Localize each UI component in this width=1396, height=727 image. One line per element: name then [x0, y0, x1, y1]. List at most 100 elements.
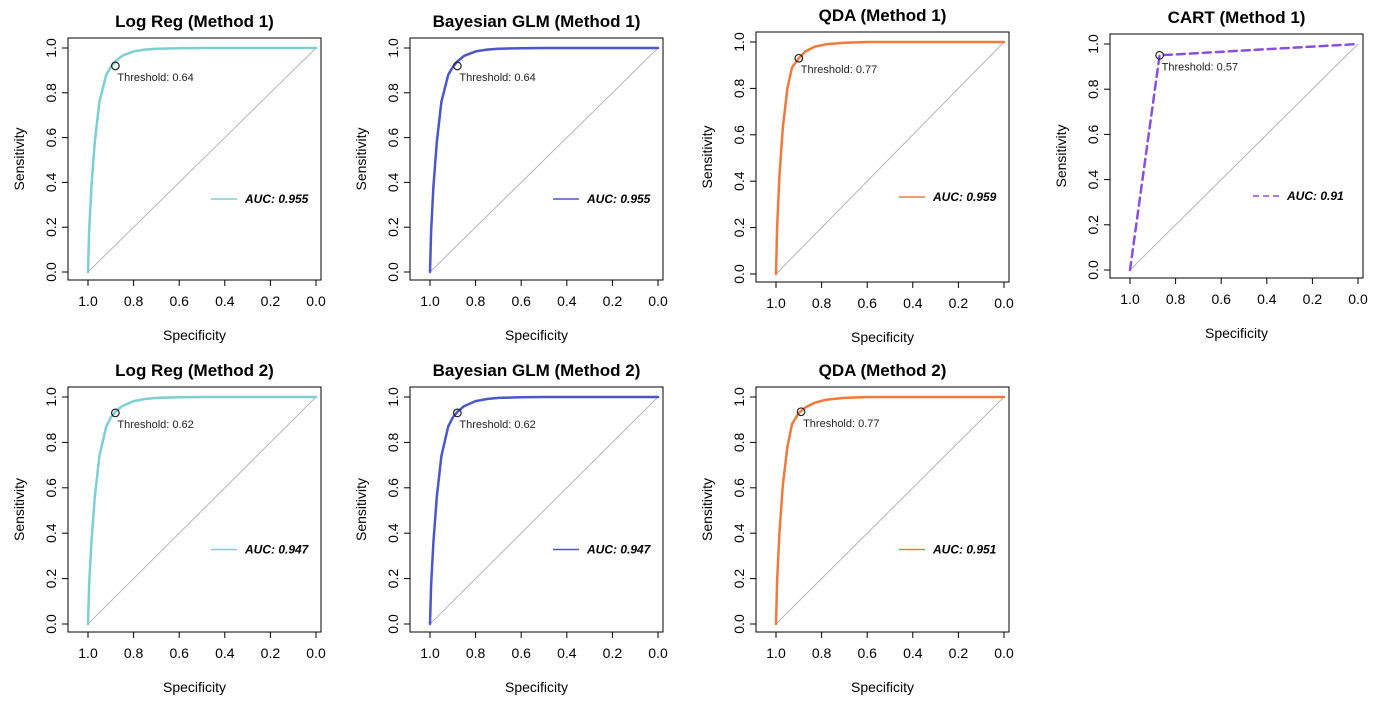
y-tick-label: 0.8	[731, 432, 747, 452]
x-tick-label: 1.0	[78, 645, 98, 661]
x-tick-label: 0.8	[812, 645, 832, 661]
x-axis-label: Specificity	[851, 679, 914, 695]
y-tick-label: 1.0	[731, 32, 747, 52]
x-tick-label: 0.0	[648, 645, 668, 661]
x-tick-label: 0.6	[511, 645, 531, 661]
y-tick-label: 0.8	[385, 83, 401, 103]
roc-panel-2: Bayesian GLM (Method 1) 1.0 0.8 0.6 0.4 0.2 0.…	[353, 12, 668, 343]
y-tick-label: 1.0	[1085, 34, 1101, 54]
x-tick-label: 1.0	[420, 293, 440, 309]
y-tick-label: 1.0	[43, 387, 59, 407]
x-tick-label: 0.2	[949, 645, 969, 661]
roc-panel-6: Bayesian GLM (Method 2) 1.0 0.8 0.6 0.4 0.2 0.…	[353, 361, 668, 695]
diagonal-reference-line	[87, 47, 317, 273]
x-tick-label: 1.0	[766, 295, 786, 311]
x-tick-label: 0.4	[903, 645, 923, 661]
roc-curve-line	[428, 46, 660, 274]
plot-frame	[67, 37, 322, 281]
x-tick-label: 0.8	[1166, 291, 1186, 307]
y-axis-label: Sensitivity	[11, 478, 27, 541]
x-tick-label: 0.0	[306, 645, 326, 661]
roc-panel-1: Log Reg (Method 1) 1.0 0.8 0.6 0.4 0.2 0.0 0.0 0…	[11, 12, 326, 343]
x-tick-label: 0.8	[466, 293, 486, 309]
threshold-label: Threshold: 0.64	[117, 72, 193, 84]
chart-title: QDA (Method 2)	[819, 361, 947, 380]
x-axis-label: Specificity	[851, 329, 914, 345]
x-tick-label: 0.2	[1303, 291, 1323, 307]
threshold-label: Threshold: 0.62	[459, 419, 535, 431]
plot-frame	[67, 386, 322, 633]
roc-curve-line	[86, 395, 318, 626]
y-axis-label: Sensitivity	[11, 127, 27, 190]
plot-frame	[409, 37, 664, 281]
y-tick-label: 0.6	[385, 128, 401, 148]
y-tick-label: 1.0	[731, 387, 747, 407]
threshold-label: Threshold: 0.64	[459, 72, 535, 84]
y-tick-label: 0.2	[385, 569, 401, 589]
x-tick-label: 1.0	[420, 645, 440, 661]
diagonal-reference-line	[429, 396, 659, 625]
y-tick-label: 0.0	[385, 614, 401, 634]
diagonal-reference-line	[87, 396, 317, 625]
x-tick-label: 0.4	[903, 295, 923, 311]
threshold-point-marker	[452, 61, 462, 71]
x-tick-label: 0.6	[169, 293, 189, 309]
x-axis-label: Specificity	[505, 327, 568, 343]
x-tick-label: 0.4	[557, 645, 577, 661]
x-tick-label: 0.8	[124, 293, 144, 309]
y-tick-label: 0.8	[1085, 79, 1101, 99]
y-tick-label: 0.4	[1085, 170, 1101, 190]
roc-curve-line	[428, 395, 660, 626]
legend-auc-label: AUC: 0.959	[932, 190, 997, 204]
x-tick-label: 0.0	[306, 293, 326, 309]
threshold-label: Threshold: 0.62	[117, 419, 193, 431]
x-tick-label: 0.6	[511, 293, 531, 309]
y-tick-label: 0.2	[385, 217, 401, 237]
threshold-label: Threshold: 0.77	[803, 418, 879, 430]
y-tick-label: 0.2	[43, 217, 59, 237]
x-axis-label: Specificity	[1205, 325, 1268, 341]
y-tick-label: 0.6	[43, 128, 59, 148]
x-tick-label: 0.0	[1348, 291, 1368, 307]
x-tick-label: 1.0	[766, 645, 786, 661]
y-tick-label: 0.4	[731, 171, 747, 191]
x-tick-label: 0.2	[949, 295, 969, 311]
x-tick-label: 0.2	[261, 645, 281, 661]
y-axis-label: Sensitivity	[353, 127, 369, 190]
roc-panel-3: QDA (Method 1) 1.0 0.8 0.6 0.4 0.2 0.0 0.0 0.2 0.…	[699, 6, 1014, 345]
y-tick-label: 0.0	[731, 614, 747, 634]
y-tick-label: 0.8	[385, 432, 401, 452]
y-tick-label: 0.0	[43, 262, 59, 282]
y-tick-label: 1.0	[385, 387, 401, 407]
chart-title: QDA (Method 1)	[819, 6, 947, 25]
threshold-point-marker	[110, 408, 120, 418]
x-tick-label: 0.8	[466, 645, 486, 661]
legend-auc-label: AUC: 0.947	[244, 543, 310, 557]
y-axis-label: Sensitivity	[699, 125, 715, 188]
y-tick-label: 0.4	[385, 523, 401, 543]
x-axis-label: Specificity	[505, 679, 568, 695]
x-tick-label: 0.6	[857, 295, 877, 311]
y-axis-label: Sensitivity	[699, 478, 715, 541]
y-axis-label: Sensitivity	[353, 478, 369, 541]
plot-frame	[755, 386, 1010, 633]
y-tick-label: 0.0	[43, 614, 59, 634]
legend-auc-label: AUC: 0.951	[932, 543, 997, 557]
y-tick-label: 0.6	[1085, 124, 1101, 144]
chart-title: Log Reg (Method 1)	[115, 12, 274, 31]
diagonal-reference-line	[775, 41, 1005, 275]
x-tick-label: 0.0	[994, 645, 1014, 661]
x-tick-label: 0.6	[169, 645, 189, 661]
legend-auc-label: AUC: 0.91	[1286, 189, 1344, 203]
plot-frame	[755, 31, 1010, 283]
x-tick-label: 1.0	[1120, 291, 1140, 307]
y-tick-label: 0.4	[385, 172, 401, 192]
y-tick-label: 0.6	[731, 478, 747, 498]
x-tick-label: 0.4	[1257, 291, 1277, 307]
roc-panel-5: Log Reg (Method 2) 1.0 0.8 0.6 0.4 0.2 0.0 0.0 0…	[11, 361, 326, 695]
diagonal-reference-line	[429, 47, 659, 273]
threshold-label: Threshold: 0.57	[1162, 61, 1238, 73]
x-tick-label: 0.8	[124, 645, 144, 661]
x-tick-label: 0.6	[1211, 291, 1231, 307]
x-tick-label: 0.2	[603, 645, 623, 661]
